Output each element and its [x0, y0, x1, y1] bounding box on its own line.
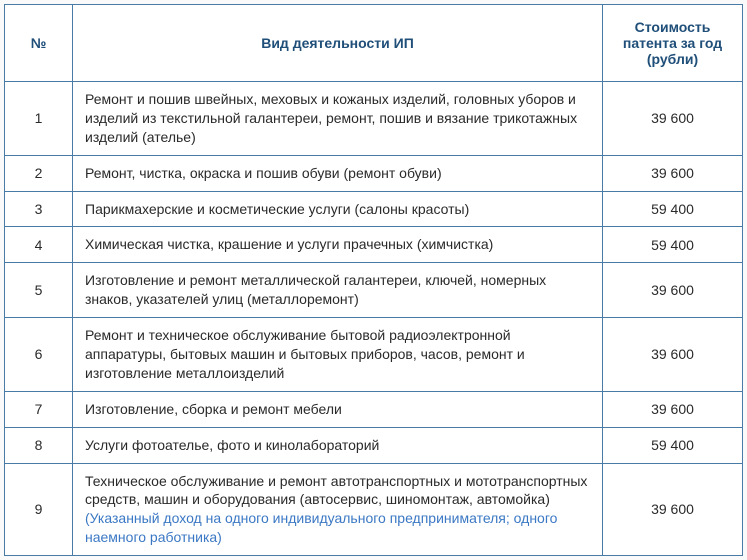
- cell-activity: Техническое обслуживание и ремонт автотр…: [73, 463, 603, 556]
- table-row: 8 Услуги фотоателье, фото и кинолаборато…: [5, 427, 743, 463]
- table-row: 4 Химическая чистка, крашение и услуги п…: [5, 227, 743, 263]
- cell-cost: 39 600: [603, 318, 743, 392]
- cell-num: 4: [5, 227, 73, 263]
- cell-cost: 59 400: [603, 227, 743, 263]
- cell-cost: 59 400: [603, 191, 743, 227]
- cell-activity: Изготовление и ремонт металлической гала…: [73, 263, 603, 318]
- table-row: 7 Изготовление, сборка и ремонт мебели 3…: [5, 391, 743, 427]
- cell-num: 5: [5, 263, 73, 318]
- table-row: 2 Ремонт, чистка, окраска и пошив обуви …: [5, 155, 743, 191]
- cell-cost: 39 600: [603, 82, 743, 156]
- cell-num: 8: [5, 427, 73, 463]
- cell-activity: Ремонт и техническое обслуживание бытово…: [73, 318, 603, 392]
- cell-cost: 39 600: [603, 463, 743, 556]
- cell-cost: 39 600: [603, 155, 743, 191]
- cell-cost: 39 600: [603, 263, 743, 318]
- table-row: 5 Изготовление и ремонт металлической га…: [5, 263, 743, 318]
- cell-activity: Ремонт и пошив швейных, меховых и кожаны…: [73, 82, 603, 156]
- cell-num: 9: [5, 463, 73, 556]
- cell-num: 6: [5, 318, 73, 392]
- activity-text: Техническое обслуживание и ремонт автотр…: [85, 473, 587, 508]
- activity-note: (Указанный доход на одного индивидуально…: [85, 510, 557, 545]
- cell-num: 2: [5, 155, 73, 191]
- header-cost: Стоимость патента за год (рубли): [603, 5, 743, 82]
- table-row: 9 Техническое обслуживание и ремонт авто…: [5, 463, 743, 556]
- cell-activity: Изготовление, сборка и ремонт мебели: [73, 391, 603, 427]
- table-row: 6 Ремонт и техническое обслуживание быто…: [5, 318, 743, 392]
- header-row: № Вид деятельности ИП Стоимость патента …: [5, 5, 743, 82]
- cell-num: 1: [5, 82, 73, 156]
- cell-num: 7: [5, 391, 73, 427]
- cell-cost: 59 400: [603, 427, 743, 463]
- cell-cost: 39 600: [603, 391, 743, 427]
- cell-activity: Парикмахерские и косметические услуги (с…: [73, 191, 603, 227]
- table-row: 1 Ремонт и пошив швейных, меховых и кожа…: [5, 82, 743, 156]
- table-row: 3 Парикмахерские и косметические услуги …: [5, 191, 743, 227]
- header-num: №: [5, 5, 73, 82]
- header-activity: Вид деятельности ИП: [73, 5, 603, 82]
- cell-activity: Услуги фотоателье, фото и кинолаборатори…: [73, 427, 603, 463]
- patent-cost-table: № Вид деятельности ИП Стоимость патента …: [4, 4, 743, 556]
- cell-activity: Ремонт, чистка, окраска и пошив обуви (р…: [73, 155, 603, 191]
- table-body: 1 Ремонт и пошив швейных, меховых и кожа…: [5, 82, 743, 556]
- cell-num: 3: [5, 191, 73, 227]
- cell-activity: Химическая чистка, крашение и услуги пра…: [73, 227, 603, 263]
